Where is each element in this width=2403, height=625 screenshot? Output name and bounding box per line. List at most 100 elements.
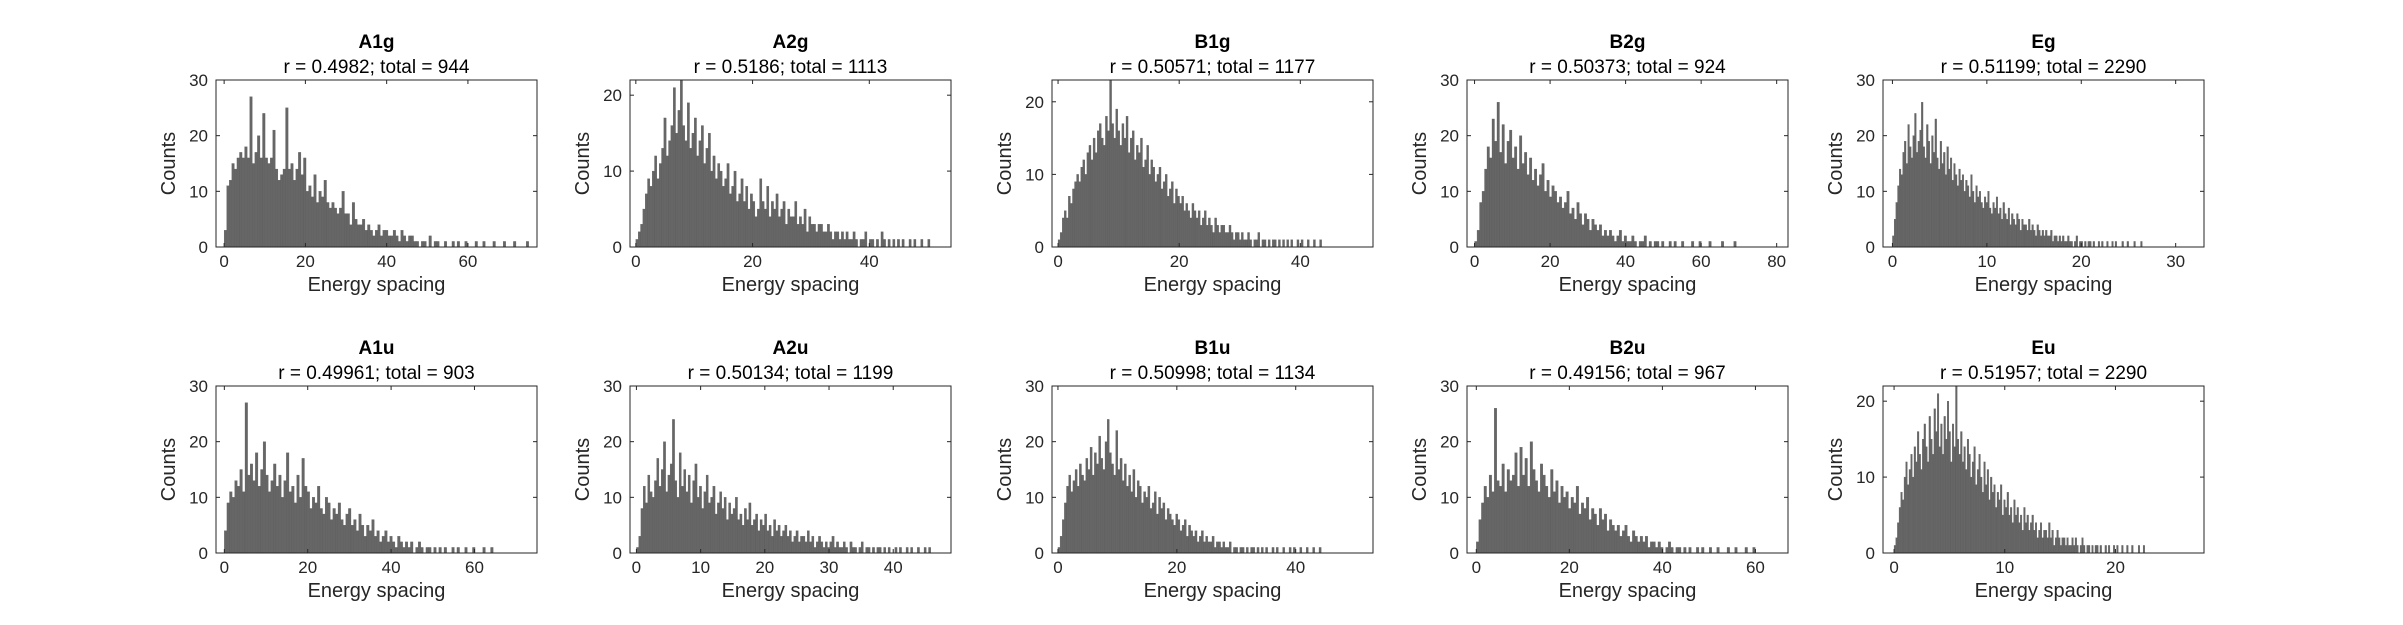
- histogram-bar: [719, 170, 723, 248]
- histogram-bar: [680, 79, 683, 248]
- histogram-bar: [1895, 202, 1898, 248]
- histogram-bar: [768, 216, 772, 248]
- histogram-bar: [326, 202, 330, 248]
- x-tick-label: 20: [296, 252, 315, 271]
- histogram-bar: [645, 502, 648, 554]
- histogram-bar: [421, 241, 424, 248]
- x-axis-label: Energy spacing: [1144, 580, 1282, 602]
- histogram-bar: [2059, 545, 2062, 554]
- x-tick-label: 40: [1291, 252, 1310, 271]
- histogram-bar: [1111, 463, 1114, 554]
- histogram-bar: [1570, 497, 1574, 554]
- histogram-bar: [1971, 461, 1974, 554]
- histogram-bar: [1549, 196, 1552, 248]
- histogram-bar: [1205, 536, 1208, 554]
- histogram-bar: [275, 486, 279, 554]
- histogram-bar: [1573, 502, 1577, 554]
- histogram-bar: [1628, 241, 1632, 248]
- histogram-bar: [301, 458, 305, 554]
- histogram-bar: [1946, 146, 1949, 248]
- histogram-bar: [1511, 474, 1515, 554]
- histogram-bar: [1214, 547, 1217, 554]
- histogram-bar: [1514, 452, 1518, 554]
- histogram-bar: [1173, 203, 1176, 248]
- histogram-bar: [1476, 230, 1480, 248]
- histogram-bar: [1517, 486, 1520, 554]
- histogram-bar: [244, 146, 248, 248]
- histogram-bar: [1282, 239, 1285, 248]
- histogram-bar: [1938, 168, 1941, 248]
- histogram-bar: [1083, 480, 1086, 554]
- histogram-bar: [859, 239, 863, 248]
- y-axis-label: Counts: [1409, 132, 1431, 195]
- histogram-bar: [377, 224, 381, 248]
- histogram-bar: [372, 235, 376, 248]
- histogram-bar: [2035, 522, 2038, 554]
- histogram-bar: [1922, 438, 1925, 554]
- histogram-bar: [1160, 508, 1163, 554]
- histogram-bar: [782, 201, 786, 248]
- histogram-bar: [1980, 202, 1983, 248]
- histogram-bar: [1589, 230, 1592, 248]
- histogram-bar: [1233, 547, 1236, 554]
- histogram-bar: [1188, 525, 1191, 554]
- histogram-bar: [789, 530, 792, 554]
- histogram-bar: [1173, 525, 1176, 554]
- histogram-bar: [1696, 547, 1700, 554]
- histogram-bar: [1903, 476, 1906, 554]
- histogram-bar: [277, 180, 281, 248]
- histogram-bar: [1963, 446, 1966, 554]
- histogram-bar: [2021, 219, 2024, 248]
- histogram-bar: [1899, 168, 1902, 248]
- histogram-bar: [1907, 484, 1910, 554]
- histogram-bar: [1983, 461, 1986, 554]
- subplot-subtitle: r = 0.50571; total = 1177: [1110, 57, 1316, 78]
- histogram-bar: [379, 541, 383, 554]
- histogram-bar: [1639, 536, 1643, 554]
- histogram-bar: [1224, 232, 1228, 248]
- histogram-bar: [829, 541, 833, 554]
- histogram-bar: [1107, 130, 1110, 248]
- histogram-bar: [1960, 431, 1963, 554]
- x-axis-label: Energy spacing: [1559, 274, 1697, 296]
- histogram-bar: [838, 239, 842, 248]
- histogram-bar: [1643, 235, 1647, 248]
- histogram-bar: [673, 87, 676, 248]
- histogram-bar: [1506, 469, 1510, 554]
- histogram-bar: [2015, 514, 2018, 554]
- histogram-bar: [816, 541, 819, 554]
- x-axis-label: Energy spacing: [308, 580, 446, 602]
- y-tick-label: 20: [1025, 93, 1044, 112]
- histogram-bar: [2108, 545, 2111, 554]
- histogram-bar: [323, 180, 327, 248]
- histogram-bar: [322, 513, 326, 554]
- axes-box: [1466, 79, 1789, 248]
- histogram-bar: [1516, 168, 1520, 248]
- histogram-bar: [1145, 497, 1148, 554]
- histogram-bar: [808, 216, 812, 248]
- histogram-bar: [872, 547, 875, 554]
- histogram-bar: [1195, 217, 1199, 248]
- histogram-bar: [717, 502, 720, 554]
- histogram-bar: [1653, 241, 1657, 248]
- histogram-bar: [701, 125, 704, 248]
- histogram-bar: [1496, 102, 1500, 248]
- x-tick-label: 60: [465, 558, 484, 577]
- histogram-bar: [908, 239, 912, 248]
- axes-box: [1882, 79, 2205, 248]
- histogram-bar: [247, 157, 250, 248]
- histogram-bar: [1535, 480, 1538, 554]
- axes-box: [215, 79, 538, 248]
- histogram-bar: [841, 231, 844, 248]
- subplot-title: A2u: [773, 338, 809, 359]
- histogram-bar: [1250, 547, 1253, 554]
- x-tick-label: 80: [1767, 252, 1786, 271]
- histogram-bar: [913, 239, 917, 248]
- histogram-bar: [1656, 241, 1660, 248]
- histogram-bar: [249, 96, 253, 248]
- histogram-bar: [887, 239, 891, 248]
- histogram-bar: [1586, 497, 1590, 554]
- histogram-bar: [786, 536, 790, 554]
- histogram-bar: [2055, 235, 2058, 248]
- subplot-subtitle: r = 0.49156; total = 967: [1529, 363, 1726, 384]
